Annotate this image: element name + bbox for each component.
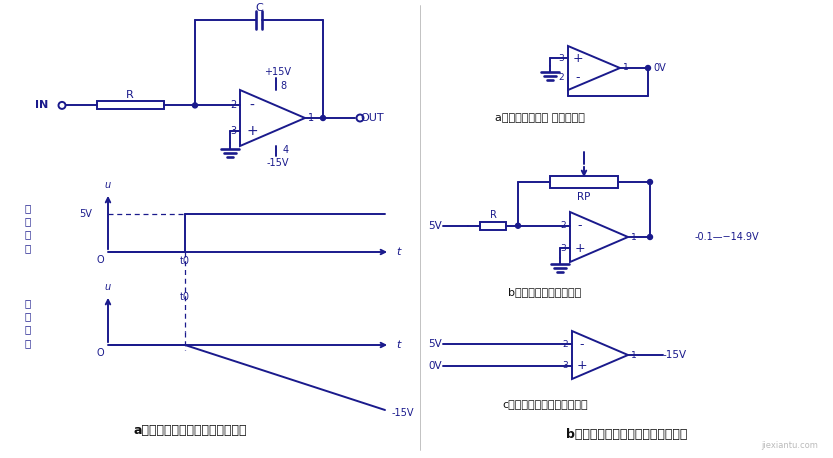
- Text: 2: 2: [230, 100, 236, 110]
- Text: 0V: 0V: [654, 63, 666, 73]
- Text: R: R: [126, 90, 134, 100]
- Text: 1: 1: [631, 350, 637, 360]
- Text: -0.1—−14.9V: -0.1—−14.9V: [695, 232, 760, 242]
- Text: 2: 2: [562, 340, 568, 349]
- Text: t0: t0: [180, 292, 190, 302]
- Text: t: t: [396, 247, 400, 257]
- Text: -: -: [580, 338, 584, 351]
- Text: OUT: OUT: [360, 113, 384, 123]
- Text: 输
出
信
号: 输 出 信 号: [25, 298, 31, 348]
- Circle shape: [516, 223, 521, 228]
- Text: 3: 3: [558, 54, 564, 63]
- Text: IN: IN: [35, 100, 48, 110]
- Text: +15V: +15V: [264, 67, 292, 77]
- Text: u: u: [105, 282, 111, 292]
- Bar: [480, 222, 506, 230]
- Text: +: +: [576, 359, 587, 372]
- Bar: [550, 176, 618, 188]
- Text: O: O: [96, 255, 104, 265]
- Text: 2: 2: [560, 221, 566, 230]
- Circle shape: [647, 180, 652, 185]
- Text: b、变身电路二：放大器: b、变身电路二：放大器: [508, 287, 581, 297]
- Text: 4: 4: [282, 145, 289, 155]
- Text: t0: t0: [180, 256, 190, 266]
- Text: 3: 3: [560, 244, 566, 253]
- Circle shape: [646, 65, 651, 71]
- Text: b、积分电路工作过程中的变身电路: b、积分电路工作过程中的变身电路: [566, 429, 688, 442]
- Text: 1: 1: [308, 113, 314, 123]
- Text: C: C: [255, 3, 263, 13]
- Text: +: +: [572, 52, 583, 65]
- Text: -15V: -15V: [267, 158, 289, 168]
- Text: +: +: [575, 242, 586, 255]
- Circle shape: [192, 103, 197, 108]
- Text: jiexiantu.com: jiexiantu.com: [761, 441, 819, 449]
- Text: -15V: -15V: [663, 350, 687, 360]
- Text: 1: 1: [631, 233, 637, 241]
- Text: 输
入
信
号: 输 入 信 号: [25, 203, 31, 253]
- Text: 8: 8: [281, 81, 287, 91]
- Text: -15V: -15V: [392, 408, 415, 418]
- Text: 1: 1: [623, 64, 629, 72]
- Text: 3: 3: [230, 125, 236, 136]
- Text: 3: 3: [562, 361, 568, 371]
- Text: -: -: [576, 71, 581, 84]
- Text: 5V: 5V: [428, 339, 442, 349]
- Text: -: -: [250, 98, 254, 112]
- Text: -: -: [578, 219, 582, 232]
- Text: 0V: 0V: [428, 361, 442, 371]
- Circle shape: [321, 115, 326, 120]
- Circle shape: [647, 234, 652, 240]
- Text: u: u: [105, 180, 111, 190]
- Text: 5V: 5V: [79, 209, 92, 219]
- Text: 2: 2: [558, 73, 564, 82]
- Text: c、变身电路三：电压比较器: c、变身电路三：电压比较器: [502, 400, 588, 410]
- Text: a、变身电路一： 电压跟随器: a、变身电路一： 电压跟随器: [495, 113, 585, 123]
- Text: R: R: [490, 210, 496, 220]
- Text: RP: RP: [577, 192, 591, 202]
- Text: a、积分电路的构成及信号波形图: a、积分电路的构成及信号波形图: [133, 424, 247, 436]
- Text: O: O: [96, 348, 104, 358]
- Text: t: t: [396, 340, 400, 350]
- Text: 5V: 5V: [428, 221, 442, 231]
- Text: +: +: [247, 124, 257, 137]
- Bar: [97, 101, 164, 109]
